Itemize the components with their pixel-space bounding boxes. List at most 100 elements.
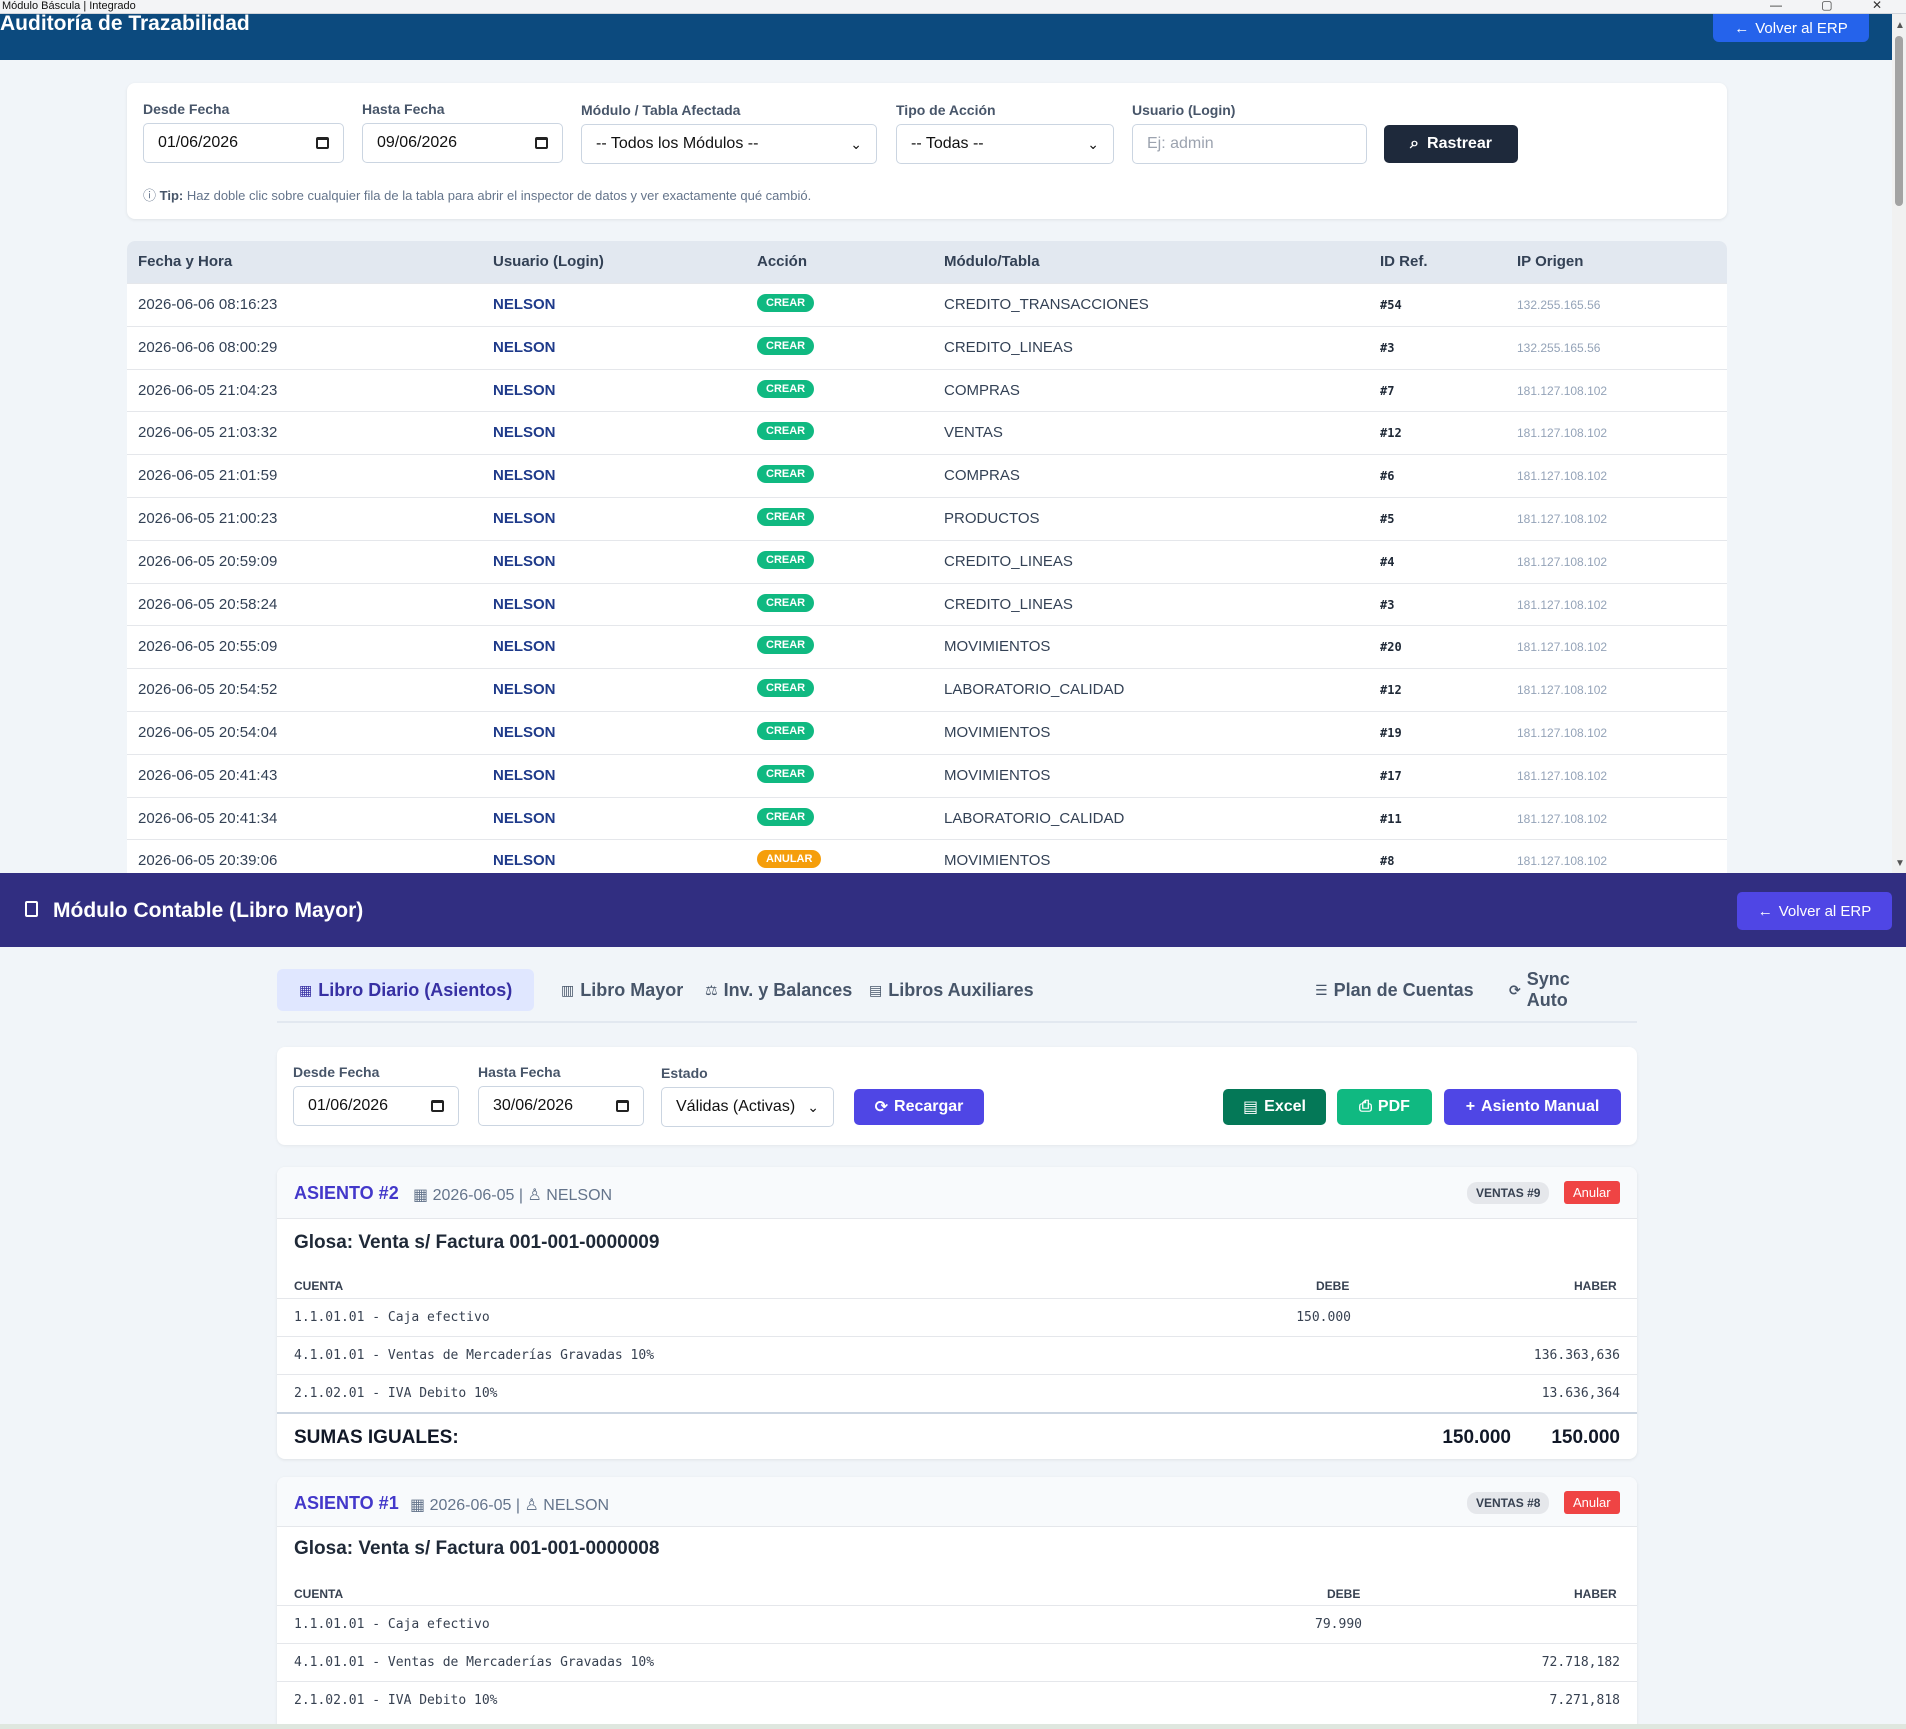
- table-row[interactable]: 2026-06-05 21:03:32 NELSON VENTAS #12 181.12…: [127, 411, 1727, 454]
- tab-plan-cuentas[interactable]: ☰ Plan de Cuentas: [1293, 969, 1496, 1011]
- asiento-user: NELSON: [546, 1187, 613, 1204]
- column-header-accion: Acción: [757, 253, 808, 270]
- column-header-usuario: Usuario (Login): [493, 253, 604, 270]
- column-header-cuenta: CUENTA: [294, 1587, 344, 1601]
- scroll-up-icon[interactable]: ▲: [1895, 20, 1905, 31]
- info-icon: ⓘ: [143, 188, 157, 203]
- cell-ip: 181.127.108.102: [1517, 554, 1608, 569]
- asiento-meta: ▦ 2026-06-05 | ♙ NELSON: [410, 1495, 609, 1515]
- window-bottom-edge: [0, 1724, 1906, 1729]
- arrow-left-icon: ←: [1734, 19, 1750, 37]
- rastrear-button[interactable]: ⌕ Rastrear: [1384, 125, 1518, 163]
- action-badge: CREAR: [757, 636, 815, 655]
- cell-ref: #12: [1380, 426, 1402, 441]
- anular-button[interactable]: Anular: [1564, 1491, 1620, 1514]
- action-badge: CREAR: [757, 336, 815, 355]
- tab-libros-auxiliares[interactable]: ▤ Libros Auxiliares: [847, 969, 1056, 1011]
- desde-fecha-input[interactable]: 01/06/2026: [143, 123, 344, 163]
- tab-libro-diario[interactable]: ▦ Libro Diario (Asientos): [277, 969, 535, 1011]
- scrollbar-thumb[interactable]: [1895, 36, 1903, 206]
- hasta-fecha-input[interactable]: 09/06/2026: [362, 123, 563, 163]
- table-row[interactable]: 2026-06-05 20:54:04 NELSON MOVIMIENTOS #19 1…: [127, 710, 1727, 754]
- cell-fecha: 2026-06-05 20:54:04: [138, 723, 278, 741]
- asiento-manual-button[interactable]: + Asiento Manual: [1444, 1089, 1621, 1125]
- tab-inv-balances[interactable]: ⚖ Inv. y Balances: [683, 969, 874, 1011]
- calendar-icon[interactable]: [431, 1100, 444, 1112]
- cell-ip: 181.127.108.102: [1517, 597, 1608, 612]
- table-row[interactable]: 2026-06-05 20:54:52 NELSON LABORATORIO_CAL…: [127, 668, 1727, 711]
- calendar-icon[interactable]: [316, 137, 329, 149]
- cell-usuario: NELSON: [493, 424, 556, 442]
- window-controls[interactable]: — ▢ ✕: [1769, 0, 1900, 12]
- excel-button[interactable]: ▤ Excel: [1223, 1089, 1326, 1125]
- usuario-input[interactable]: Ej: admin: [1132, 124, 1367, 164]
- cell-modulo: LABORATORIO_CALIDAD: [944, 681, 1125, 699]
- recargar-button[interactable]: ⟳ Recargar: [854, 1089, 984, 1125]
- cell-fecha: 2026-06-05 20:41:43: [138, 766, 278, 784]
- hasta-fecha-input[interactable]: 30/06/2026: [478, 1086, 644, 1126]
- table-row[interactable]: 2026-06-06 08:16:23 NELSON CREDITO_TRANSAC…: [127, 283, 1727, 326]
- contable-filter-panel: Desde Fecha 01/06/2026 Hasta Fecha 30/06…: [277, 1047, 1637, 1145]
- ref-badge: VENTAS #8: [1467, 1492, 1550, 1514]
- table-row[interactable]: 2026-06-05 21:01:59 NELSON COMPRAS #6 181.12…: [127, 454, 1727, 497]
- cell-fecha: 2026-06-06 08:00:29: [138, 338, 278, 356]
- column-header-ref: ID Ref.: [1380, 253, 1428, 270]
- search-icon: ⌕: [1410, 135, 1420, 152]
- tab-label: Libro Mayor: [580, 979, 684, 1000]
- table-row[interactable]: 2026-06-05 20:41:43 NELSON MOVIMIENTOS #17 1…: [127, 753, 1727, 797]
- tab-libro-mayor[interactable]: ▥ Libro Mayor: [539, 969, 705, 1011]
- modulo-select[interactable]: -- Todos los Módulos -- ⌄: [581, 124, 877, 164]
- tab-label: Libros Auxiliares: [888, 979, 1034, 1000]
- scroll-down-icon[interactable]: ▼: [1895, 858, 1905, 869]
- pdf-button[interactable]: ⎙ PDF: [1337, 1089, 1432, 1125]
- table-row[interactable]: 2026-06-05 20:39:06 NELSON MOVIMIENTOS #8 18…: [127, 839, 1727, 873]
- ledger-cuenta: 1.1.01.01 - Caja efectivo: [294, 1310, 490, 1325]
- cell-usuario: NELSON: [493, 595, 556, 613]
- ledger-debe: 150.000: [1296, 1310, 1351, 1325]
- calendar-icon[interactable]: [535, 137, 548, 149]
- back-button-label: Volver al ERP: [1755, 19, 1848, 37]
- back-to-erp-button[interactable]: ← Volver al ERP: [1737, 892, 1892, 930]
- ref-badge: VENTAS #9: [1467, 1182, 1550, 1204]
- column-header-haber: HABER: [1574, 1279, 1617, 1293]
- table-row[interactable]: 2026-06-06 08:00:29 NELSON CREDITO_LINEAS #…: [127, 325, 1727, 369]
- cell-modulo: COMPRAS: [944, 381, 1020, 399]
- accion-select[interactable]: -- Todas -- ⌄: [896, 124, 1114, 164]
- estado-select[interactable]: Válidas (Activas) ⌄: [661, 1087, 834, 1127]
- desde-fecha-input[interactable]: 01/06/2026: [293, 1086, 459, 1126]
- hasta-fecha-label: Hasta Fecha: [478, 1064, 561, 1080]
- asiento-glosa: Glosa: Venta s/ Factura 001-001-0000009: [294, 1232, 660, 1253]
- table-row[interactable]: 2026-06-05 20:41:34 NELSON LABORATORIO_CAL…: [127, 796, 1727, 840]
- plus-icon: +: [1465, 1098, 1476, 1115]
- table-row[interactable]: 2026-06-05 20:55:09 NELSON MOVIMIENTOS #20 1…: [127, 625, 1727, 668]
- sumas-haber: 150.000: [1551, 1427, 1620, 1448]
- table-row[interactable]: 2026-06-05 20:58:24 NELSON CREDITO_LINEAS #…: [127, 582, 1727, 626]
- cell-fecha: 2026-06-05 21:00:23: [138, 509, 278, 527]
- table-row[interactable]: 2026-06-05 21:04:23 NELSON COMPRAS #7 181.12…: [127, 368, 1727, 412]
- cell-usuario: NELSON: [493, 509, 556, 527]
- scrollbar[interactable]: ▲ ▼: [1892, 14, 1906, 873]
- cell-ip: 132.255.165.56: [1517, 298, 1601, 312]
- tab-sync-auto[interactable]: ⟳ Sync Auto: [1487, 969, 1637, 1011]
- column-header-debe: DEBE: [1327, 1587, 1361, 1601]
- calendar-icon: ▦: [410, 1497, 426, 1514]
- cell-fecha: 2026-06-05 20:58:24: [138, 595, 278, 613]
- table-row[interactable]: 2026-06-05 21:00:23 NELSON PRODUCTOS #5 181.…: [127, 496, 1727, 540]
- cell-ref: #54: [1380, 298, 1402, 312]
- action-badge: CREAR: [757, 422, 815, 441]
- audit-table: Fecha y Hora Usuario (Login) Acción Módu…: [127, 241, 1727, 873]
- calendar-icon[interactable]: [616, 1100, 629, 1112]
- table-row[interactable]: 2026-06-05 20:59:09 NELSON CREDITO_LINEAS #…: [127, 539, 1727, 583]
- file-icon: ▤: [1243, 1099, 1259, 1116]
- cell-modulo: CREDITO_LINEAS: [944, 338, 1073, 356]
- ledger-icon: ▥: [561, 981, 575, 998]
- action-badge: CREAR: [757, 764, 815, 783]
- action-badge: CREAR: [757, 807, 815, 826]
- cell-modulo: MOVIMIENTOS: [944, 766, 1051, 784]
- cell-fecha: 2026-06-05 21:01:59: [138, 467, 278, 485]
- cell-ref: #20: [1380, 640, 1402, 655]
- anular-button[interactable]: Anular: [1564, 1181, 1620, 1204]
- action-badge: ANULAR: [757, 850, 822, 869]
- back-to-erp-button[interactable]: ← Volver al ERP: [1713, 14, 1869, 42]
- cell-ip: 181.127.108.102: [1517, 511, 1608, 526]
